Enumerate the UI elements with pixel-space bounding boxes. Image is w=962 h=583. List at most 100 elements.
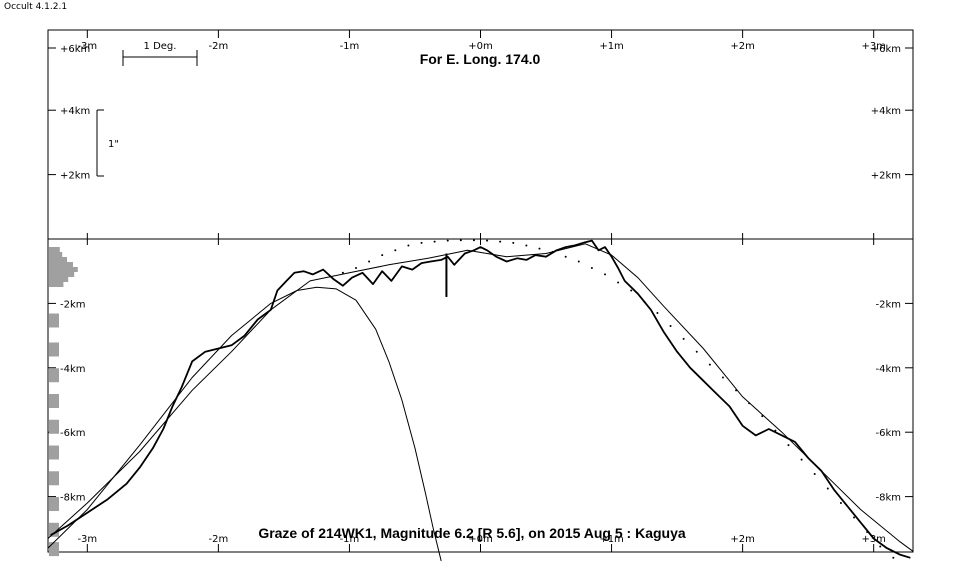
limb-dot <box>879 545 882 548</box>
limb-dot <box>735 389 738 392</box>
limb-dot <box>472 239 475 242</box>
limb-dot <box>787 444 790 447</box>
limb-dot <box>499 240 502 243</box>
limb-dot <box>407 244 410 247</box>
histogram-block <box>49 419 59 434</box>
y-tick-label-left-bottom: -8km <box>60 493 86 504</box>
y-tick-label-left-top: +2km <box>60 171 90 182</box>
y-tick-label-left-top: +4km <box>60 106 90 117</box>
limb-dot <box>682 337 685 340</box>
y-tick-label-right-top: +2km <box>871 171 901 182</box>
limb-dot <box>643 300 646 303</box>
limb-dot <box>617 281 620 284</box>
plot-frame <box>47 29 914 553</box>
histogram-block <box>49 542 59 557</box>
limb-dot <box>577 260 580 263</box>
limb-dot <box>564 255 567 258</box>
x-tick-label-bottom: +0m <box>468 534 492 545</box>
limb-dot <box>551 250 554 253</box>
histogram-block <box>49 394 59 408</box>
chart-title: For E. Long. 174.0 <box>420 51 541 67</box>
histogram-bar <box>49 262 73 267</box>
x-tick-label-bottom: +1m <box>599 534 623 545</box>
limb-dot <box>420 241 423 244</box>
y-tick-label-right-top: +6km <box>871 44 901 55</box>
x-tick-label-bottom: -1m <box>340 534 360 545</box>
limb-dot <box>800 458 803 461</box>
x-tick-label-top: +2m <box>730 41 754 52</box>
histogram-bar <box>49 282 64 287</box>
limb-dot <box>486 239 489 242</box>
histogram-bar <box>49 247 60 252</box>
x-tick-label-bottom: +2m <box>730 534 754 545</box>
limb-dot <box>892 556 895 559</box>
y-tick-label-left-bottom: -4km <box>60 364 86 375</box>
kaguya-profile-line <box>50 239 911 559</box>
x-tick-label-top: +3m <box>861 41 885 52</box>
limb-dot <box>853 516 856 519</box>
limb-dot <box>748 402 751 405</box>
limb-dot <box>341 271 344 274</box>
histogram-bar <box>49 252 63 257</box>
histogram-block <box>49 342 59 357</box>
y-tick-label-left-top: +6km <box>60 44 90 55</box>
y-tick-label-left-bottom: -6km <box>60 428 86 439</box>
y-tick-label-right-bottom: -6km <box>875 428 901 439</box>
histogram-bar <box>49 257 67 262</box>
y-tick-label-right-bottom: -8km <box>875 493 901 504</box>
histogram-block <box>49 522 59 537</box>
histogram-block <box>49 368 59 383</box>
limb-dot <box>761 415 764 418</box>
limb-dot <box>839 502 842 505</box>
histogram-bar <box>49 277 69 282</box>
limb-dot <box>433 240 436 243</box>
reference-arc-line <box>47 286 442 562</box>
app-title: Occult 4.1.2.1 <box>4 2 68 12</box>
limb-dot <box>368 260 371 263</box>
x-tick-label-top: -3m <box>77 41 97 52</box>
limb-dot <box>538 247 541 250</box>
svg-text:1": 1" <box>108 139 119 150</box>
limb-dot <box>774 429 777 432</box>
x-tick-label-top: +0m <box>468 41 492 52</box>
limb-dot <box>695 350 698 353</box>
arcsec-scale-bar: 1" <box>96 109 119 177</box>
x-tick-label-bottom: -2m <box>209 534 229 545</box>
y-tick-label-right-bottom: -4km <box>875 364 901 375</box>
limb-dot <box>866 531 869 534</box>
x-tick-label-top: +1m <box>599 41 623 52</box>
x-tick-label-bottom: -3m <box>77 534 97 545</box>
limb-dot <box>669 324 672 327</box>
limb-dot <box>525 244 528 247</box>
limb-dot <box>459 239 462 242</box>
histogram-block <box>49 497 59 512</box>
histogram-bar <box>49 272 75 277</box>
limb-dot <box>381 254 384 257</box>
limb-dot <box>604 273 607 276</box>
limb-dot <box>590 266 593 269</box>
limb-dot <box>656 312 659 315</box>
limb-dot <box>354 266 357 269</box>
smoothed-profile-line <box>47 243 914 552</box>
chart-caption: Graze of 214WK1, Magnitude 6.2 [R 5.6], … <box>258 525 686 541</box>
histogram-bar <box>49 267 78 272</box>
y-tick-label-right-bottom: -2km <box>875 299 901 310</box>
limb-dot <box>394 249 397 252</box>
limb-dot <box>721 376 724 379</box>
histogram-block <box>49 445 59 460</box>
histogram-block <box>49 471 59 486</box>
svg-text:1 Deg.: 1 Deg. <box>144 41 177 52</box>
limb-dot <box>512 241 515 244</box>
histogram-block <box>49 313 59 328</box>
limb-dot <box>708 363 711 366</box>
x-tick-label-top: -2m <box>209 41 229 52</box>
limb-dot <box>630 289 633 292</box>
y-tick-label-right-top: +4km <box>871 106 901 117</box>
limb-dot <box>446 239 449 242</box>
limb-dot <box>813 473 816 476</box>
degree-scale-bar: 1 Deg. <box>122 41 198 66</box>
y-tick-label-left-bottom: -2km <box>60 299 86 310</box>
x-tick-label-top: -1m <box>340 41 360 52</box>
limb-dot <box>826 487 829 490</box>
